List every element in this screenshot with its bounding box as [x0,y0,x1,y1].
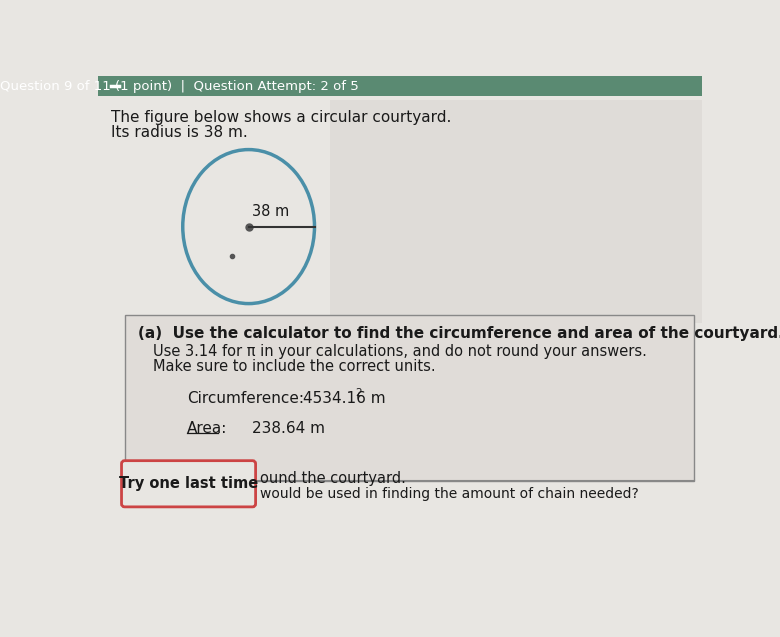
Text: Use 3.14 for π in your calculations, and do not round your answers.: Use 3.14 for π in your calculations, and… [154,345,647,359]
Text: Area:: Area: [186,422,227,436]
Bar [125,315,694,481]
Text: Its radius is 38 m.: Its radius is 38 m. [112,125,248,140]
Text: 4534.16 m: 4534.16 m [303,390,385,406]
Text: Circumference:: Circumference: [186,390,303,406]
Text: 2: 2 [355,387,361,397]
Text: ound the courtyard.: ound the courtyard. [261,471,406,487]
FancyBboxPatch shape [122,461,256,507]
Text: The figure below shows a circular courtyard.: The figure below shows a circular courty… [112,110,452,125]
Text: 238.64 m: 238.64 m [253,422,325,436]
Bar [98,76,702,96]
Text: Question 9 of 11 (1 point)  |  Question Attempt: 2 of 5: Question 9 of 11 (1 point) | Question At… [0,80,358,93]
Text: Try one last time: Try one last time [119,476,259,491]
Text: would be used in finding the amount of chain needed?: would be used in finding the amount of c… [261,487,639,501]
Text: 38 m: 38 m [253,204,289,219]
Text: Make sure to include the correct units.: Make sure to include the correct units. [154,359,436,374]
Text: (a)  Use the calculator to find the circumference and area of the courtyard.: (a) Use the calculator to find the circu… [138,326,780,341]
Bar [330,99,702,323]
